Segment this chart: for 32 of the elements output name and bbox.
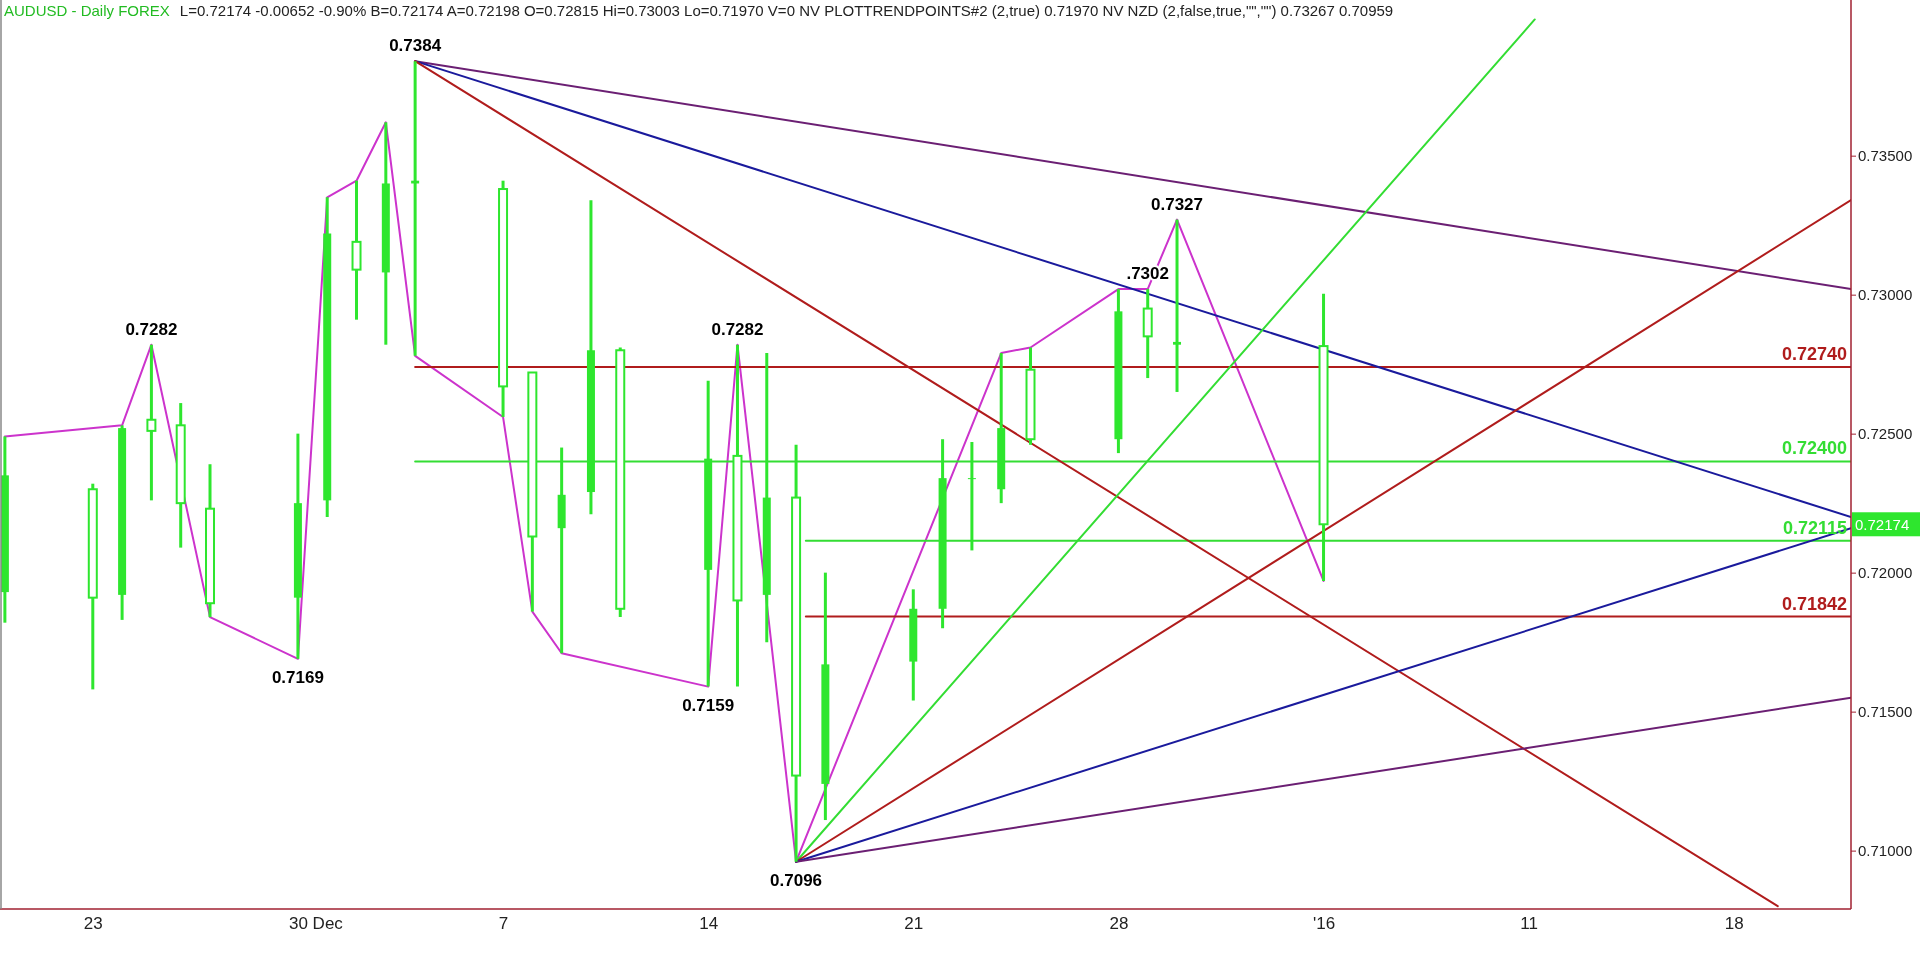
x-tick-label: 21	[904, 914, 924, 934]
annotation: 0.7327	[1151, 194, 1204, 214]
x-tick-label: 11	[1520, 914, 1538, 934]
y-tick-label: 0.73500	[1858, 146, 1913, 164]
x-tick-label: '16	[1312, 914, 1336, 934]
y-tick-label: 0.71000	[1858, 841, 1913, 859]
candlestick	[1173, 219, 1182, 392]
x-tick-label: 18	[1724, 914, 1744, 934]
y-tick-label: 0.72500	[1858, 424, 1913, 442]
x-tick-label: 23	[83, 914, 103, 934]
annotation: 0.71842	[1781, 593, 1847, 614]
annotation: 0.7384	[389, 36, 442, 56]
annotation: 0.72740	[1781, 343, 1847, 364]
annotation: 0.72174	[1855, 516, 1910, 534]
annotation: 0.7159	[682, 695, 735, 715]
x-tick-label: 30	[288, 914, 308, 934]
x-tick-label: Dec	[312, 914, 344, 934]
x-tick-label: 14	[699, 914, 719, 934]
candlestick	[146, 344, 157, 501]
annotation: 0.7282	[125, 319, 178, 339]
y-tick-label: 0.71500	[1858, 702, 1913, 720]
x-tick-label: 28	[1109, 914, 1129, 934]
chart-title: AUDUSD - Daily FOREX	[4, 2, 170, 19]
annotation: 0.7282	[711, 319, 764, 339]
annotation: 0.72400	[1781, 438, 1847, 459]
annotation: 0.7169	[271, 667, 324, 687]
y-tick-label: 0.72000	[1858, 563, 1913, 581]
y-tick-label: 0.73000	[1858, 285, 1913, 303]
annotation: 0.72115	[1782, 517, 1847, 538]
x-tick-label: 7	[498, 914, 509, 934]
chart-subtitle: L=0.72174 -0.00652 -0.90% B=0.72174 A=0.72198 O=0.72815 Hi=0.73003 Lo=0.71970 V=0 NV PLOTTRENDPOINTS#2 (2,true) 0.71970 NV NZD (2,false,true,"","") 0.73267 0.70959	[179, 2, 1394, 19]
annotation: 0.7096	[770, 870, 823, 890]
